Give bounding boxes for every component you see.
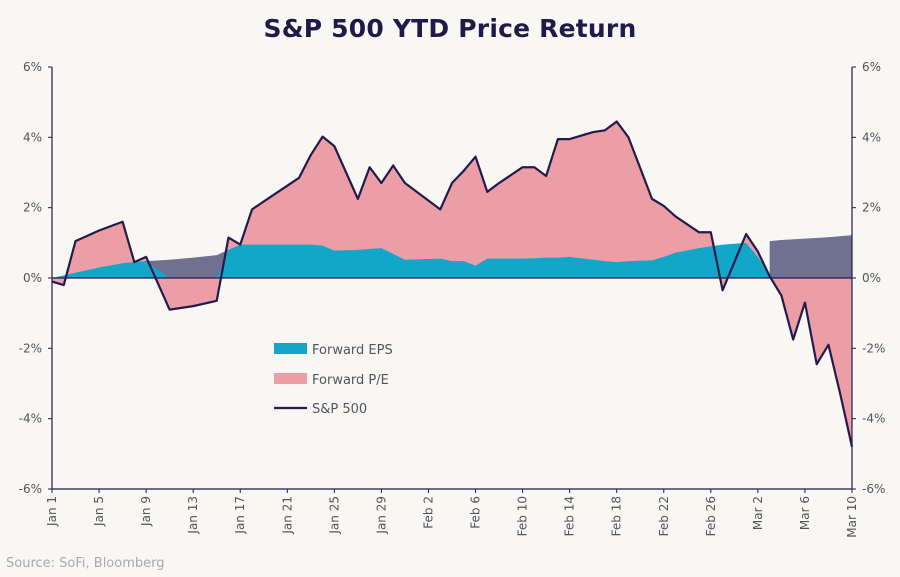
forward-eps-area xyxy=(52,242,770,278)
legend-label-pe: Forward P/E xyxy=(312,373,389,388)
x-tick-label: Jan 5 xyxy=(92,496,106,527)
x-tick-label: Mar 2 xyxy=(751,496,765,530)
x-tick-label: Jan 25 xyxy=(327,496,341,535)
y-tick-label-right: 2% xyxy=(862,201,881,215)
y-tick-label-left: 2% xyxy=(23,201,42,215)
area-layer xyxy=(52,121,852,447)
legend: Forward EPS Forward P/E S&P 500 xyxy=(274,343,393,417)
y-tick-label-right: -4% xyxy=(862,412,885,426)
y-tick-label-right: 0% xyxy=(862,271,881,285)
y-tick-label-left: -2% xyxy=(19,341,42,355)
y-tick-label-right: 4% xyxy=(862,130,881,144)
legend-label-sp500: S&P 500 xyxy=(312,402,367,417)
y-tick-label-right: -2% xyxy=(862,341,885,355)
forward-pe-area xyxy=(52,121,852,447)
legend-swatch-pe xyxy=(274,373,307,384)
sp500-line xyxy=(51,120,854,448)
y-tick-label-left: 4% xyxy=(23,130,42,144)
y-tick-label-left: -6% xyxy=(19,482,42,496)
x-tick-label: Jan 9 xyxy=(139,496,153,527)
x-tick-label: Mar 6 xyxy=(798,496,812,530)
x-tick-label: Feb 26 xyxy=(704,496,718,536)
x-tick-label: Feb 2 xyxy=(421,496,435,529)
x-tick-label: Jan 29 xyxy=(374,496,388,535)
y-tick-label-right: 6% xyxy=(862,60,881,74)
x-tick-label: Feb 18 xyxy=(610,496,624,536)
x-tick-label: Mar 10 xyxy=(845,496,859,538)
legend-label-eps: Forward EPS xyxy=(312,343,393,358)
x-tick-label: Jan 17 xyxy=(233,496,247,535)
x-tick-label: Jan 13 xyxy=(186,496,200,535)
y-tick-label-right: -6% xyxy=(862,482,885,496)
x-tick-label: Feb 10 xyxy=(516,496,530,536)
chart-title: S&P 500 YTD Price Return xyxy=(263,14,637,43)
x-tick-label: Feb 6 xyxy=(469,496,483,529)
source-note: Source: SoFi, Bloomberg xyxy=(6,556,165,571)
y-tick-label-left: 6% xyxy=(23,60,42,74)
x-tick-label: Feb 14 xyxy=(563,496,577,536)
sp500-line-layer xyxy=(51,120,854,448)
x-tick-label: Feb 22 xyxy=(657,496,671,536)
x-tick-label: Jan 1 xyxy=(45,496,59,527)
x-tick-label: Jan 21 xyxy=(280,496,294,535)
legend-swatch-eps xyxy=(274,343,307,354)
forward-eps-extension-area xyxy=(769,235,852,278)
y-tick-label-left: 0% xyxy=(23,271,42,285)
y-tick-label-left: -4% xyxy=(19,412,42,426)
axes-layer xyxy=(51,67,853,490)
